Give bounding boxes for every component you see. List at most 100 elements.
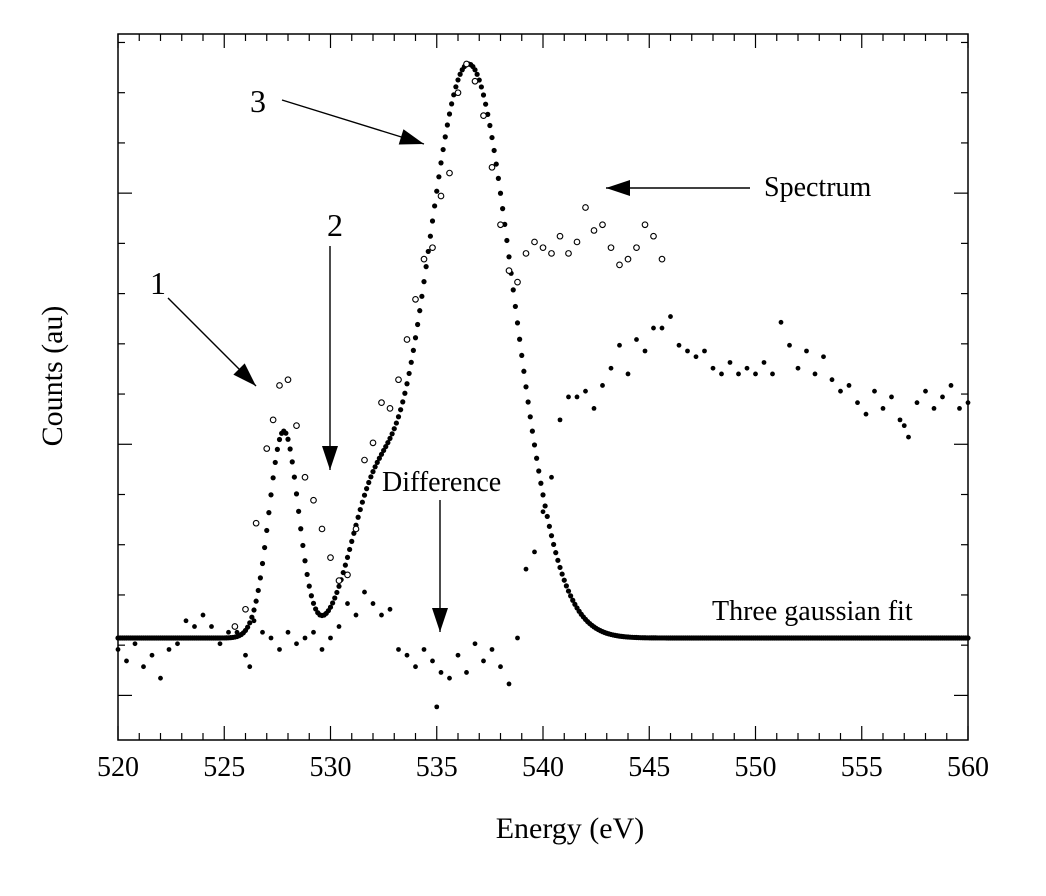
difference-point — [795, 365, 801, 371]
fit-point — [421, 279, 427, 285]
annotation-peak-1: 1 — [150, 265, 166, 301]
fit-point — [527, 414, 533, 420]
spectrum-point — [429, 244, 436, 252]
fit-point — [283, 430, 289, 436]
difference-point — [846, 383, 852, 388]
fit-point — [293, 491, 300, 497]
fit-point — [355, 514, 361, 520]
spectrum-point — [327, 554, 334, 561]
difference-point — [838, 388, 843, 394]
difference-point — [685, 348, 690, 354]
fit-point — [364, 486, 370, 492]
fit-point — [357, 506, 363, 513]
fit-point — [480, 92, 487, 98]
fit-point — [561, 577, 567, 583]
difference-point — [787, 342, 792, 348]
difference-point — [434, 704, 440, 710]
difference-point — [549, 474, 554, 480]
difference-point — [583, 388, 588, 394]
difference-point — [540, 509, 546, 515]
spectrum-point — [242, 605, 249, 613]
fit-point — [429, 218, 436, 224]
spectrum-point — [437, 192, 445, 200]
spectrum-point — [395, 376, 402, 384]
difference-point — [940, 394, 945, 400]
spectrum-point — [269, 416, 277, 424]
fit-point — [419, 293, 425, 299]
fit-point — [368, 474, 374, 480]
fit-point — [551, 541, 557, 548]
x-tick-label: 550 — [735, 752, 777, 783]
spectrum-point — [497, 221, 504, 229]
fit-point — [455, 77, 461, 83]
fit-point — [330, 600, 336, 606]
spectrum-point — [590, 227, 598, 234]
fit-point — [493, 161, 499, 167]
difference-point — [464, 670, 469, 675]
difference-point — [923, 388, 928, 394]
difference-point — [234, 629, 240, 635]
fit-point — [534, 455, 540, 461]
fit-point — [361, 492, 368, 498]
peak-2-arrow — [322, 246, 338, 470]
difference-point — [566, 394, 571, 400]
fit-point — [374, 459, 380, 465]
difference-point — [829, 377, 835, 383]
difference-point — [158, 675, 163, 681]
fit-point — [251, 607, 257, 613]
fit-point — [381, 447, 387, 454]
difference-point — [642, 348, 648, 354]
spectrum-point — [599, 221, 606, 229]
spectrum-point — [403, 336, 411, 343]
difference-point — [855, 400, 860, 406]
fit-point — [406, 370, 412, 377]
difference-point — [438, 670, 444, 675]
difference-point — [523, 566, 529, 572]
difference-point — [209, 624, 214, 629]
fit-point — [334, 589, 340, 596]
fit-point — [497, 190, 504, 196]
fit-point — [395, 414, 402, 420]
difference-point — [889, 394, 894, 400]
difference-point — [778, 319, 784, 325]
fit-point — [332, 595, 338, 601]
spectrum-point — [548, 250, 555, 257]
spectrum-point — [505, 267, 513, 274]
fit-point — [442, 134, 448, 140]
difference-point — [285, 629, 291, 635]
difference-point — [880, 406, 886, 411]
difference-point — [124, 658, 129, 664]
fit-point — [525, 399, 531, 405]
fit-point — [291, 474, 297, 480]
y-axis-label: Counts (au) — [36, 306, 69, 447]
fit-point — [366, 479, 372, 486]
difference-point — [251, 618, 257, 624]
difference-point — [931, 406, 937, 411]
difference-arrow-head — [432, 608, 448, 632]
fit-point — [359, 499, 365, 505]
x-tick-label: 525 — [203, 752, 245, 783]
difference-point — [345, 601, 350, 606]
difference-point — [506, 681, 512, 687]
spectrum-point — [624, 255, 632, 263]
fit-point — [478, 84, 484, 90]
spectrum-point — [565, 250, 572, 257]
fit-point — [259, 560, 266, 567]
spectrum-point — [293, 422, 300, 429]
difference-point — [243, 652, 248, 658]
annotation-peak-3: 3 — [250, 83, 266, 119]
difference-point — [557, 417, 563, 423]
fit-point — [538, 480, 544, 486]
x-tick-label: 540 — [522, 752, 564, 783]
x-tick-label: 560 — [947, 752, 989, 783]
fit-point — [400, 399, 406, 405]
difference-point — [591, 406, 597, 411]
difference-point — [914, 400, 920, 406]
difference-point — [200, 612, 206, 618]
fit-point — [432, 203, 438, 209]
x-tick-label: 545 — [628, 752, 670, 783]
fit-point — [495, 175, 501, 181]
fit-point — [555, 557, 561, 563]
x-tick-label: 530 — [310, 752, 352, 783]
fit-point — [536, 468, 542, 474]
